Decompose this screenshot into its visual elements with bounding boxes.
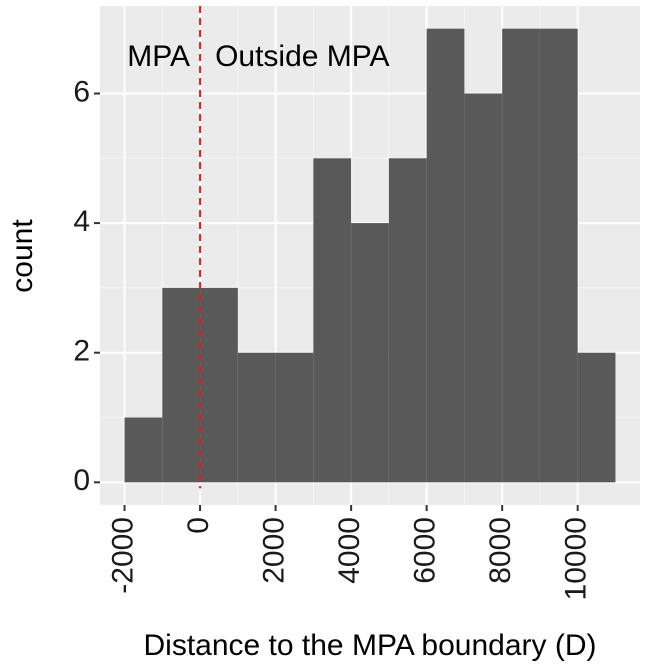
x-tick-label: 6000: [409, 517, 442, 584]
x-axis-label: Distance to the MPA boundary (D): [144, 629, 597, 662]
y-axis-label: count: [6, 219, 39, 293]
bar: [162, 287, 201, 483]
bar: [464, 93, 503, 483]
bar: [426, 28, 465, 483]
bar: [539, 28, 578, 483]
bar: [502, 28, 540, 483]
x-tick-label: 2000: [258, 517, 291, 584]
bar: [577, 352, 616, 483]
bars: [124, 28, 616, 483]
bar: [313, 158, 352, 483]
annotation: MPA: [127, 40, 190, 73]
x-tick-label: 4000: [333, 517, 366, 584]
bar: [275, 352, 314, 483]
bar: [200, 287, 238, 483]
x-tick-label: 8000: [484, 517, 517, 584]
bar: [237, 352, 276, 483]
axes: -2000 0 2000 4000 6000 8000 10000 0 2 4 6: [73, 75, 592, 600]
y-tick-label: 6: [73, 75, 90, 108]
bar: [388, 158, 427, 483]
y-tick-label: 4: [73, 205, 90, 238]
annotation: Outside MPA: [215, 40, 390, 73]
y-tick-label: 2: [73, 335, 90, 368]
bar: [351, 223, 389, 483]
bar: [124, 417, 163, 483]
x-tick-label: 10000: [560, 517, 593, 600]
x-tick-label: 0: [182, 517, 215, 534]
y-tick-label: 0: [73, 464, 90, 497]
x-tick-label: -2000: [106, 517, 139, 594]
